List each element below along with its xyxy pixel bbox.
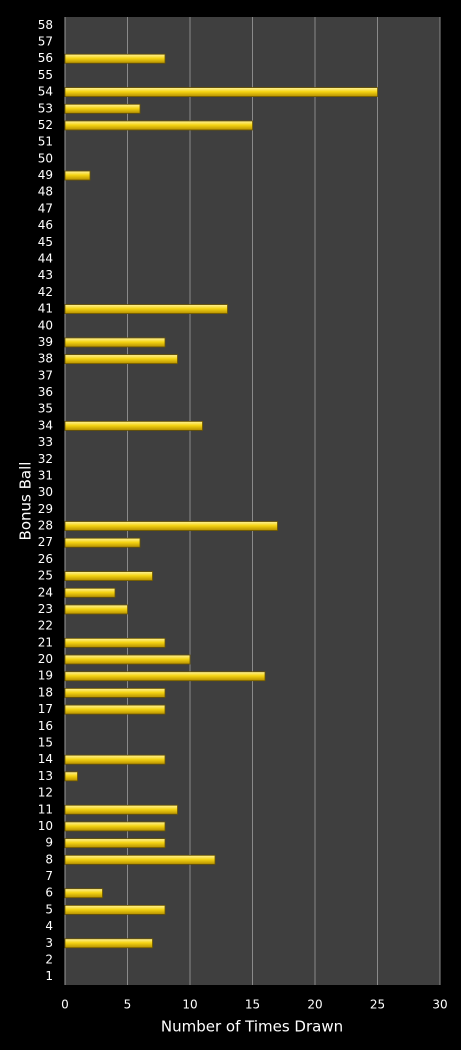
- y-tick-label: 45: [38, 235, 53, 249]
- y-tick-label: 19: [38, 669, 53, 683]
- y-tick-label: 24: [38, 585, 53, 599]
- bar: [64, 888, 103, 899]
- bar: [64, 420, 203, 431]
- y-tick-label: 47: [38, 201, 53, 215]
- bar: [64, 304, 228, 314]
- y-tick-label: 43: [38, 268, 53, 282]
- y-tick-label: 15: [38, 736, 53, 750]
- y-tick-label: 28: [38, 519, 53, 533]
- y-tick-label: 25: [38, 569, 53, 583]
- y-tick-label: 31: [38, 468, 53, 482]
- bar: [64, 771, 78, 782]
- y-tick-label: 9: [45, 836, 53, 850]
- bar: [64, 103, 141, 114]
- y-tick-label: 8: [45, 852, 53, 866]
- y-tick-label: 58: [38, 18, 53, 32]
- y-tick-label: 49: [38, 168, 53, 182]
- x-axis-title: Number of Times Drawn: [161, 1018, 343, 1036]
- y-tick-label: 57: [38, 35, 53, 49]
- y-tick-label: 27: [38, 535, 53, 549]
- y-tick-label: 5: [45, 902, 53, 916]
- bar: [64, 821, 166, 832]
- y-tick-label: 52: [38, 118, 53, 132]
- x-tick-label: 10: [182, 998, 197, 1012]
- y-tick-label: 14: [38, 752, 53, 766]
- y-tick-label: 44: [38, 252, 53, 266]
- x-tick-label: 30: [432, 998, 447, 1012]
- y-tick-label: 11: [38, 802, 53, 816]
- y-tick-label: 38: [38, 352, 53, 366]
- y-tick-label: 51: [38, 135, 53, 149]
- y-tick-label: 50: [38, 151, 53, 165]
- y-tick-label: 13: [38, 769, 53, 783]
- y-tick-label: 23: [38, 602, 53, 616]
- y-tick-label: 22: [38, 619, 53, 633]
- bar: [64, 87, 378, 98]
- y-tick-label: 34: [38, 418, 53, 432]
- bar: [64, 754, 166, 765]
- y-axis-title: Bonus Ball: [17, 462, 35, 541]
- bar: [64, 804, 178, 815]
- bar: [64, 587, 116, 598]
- y-tick-label: 53: [38, 101, 53, 115]
- y-tick-label: 3: [45, 936, 53, 950]
- bar: [64, 120, 253, 131]
- x-tick-label: 5: [124, 998, 132, 1012]
- y-tick-label: 20: [38, 652, 53, 666]
- y-tick-label: 32: [38, 452, 53, 466]
- bar: [64, 53, 166, 64]
- y-tick-label: 30: [38, 485, 53, 499]
- y-tick-label: 7: [45, 869, 53, 883]
- bar: [64, 938, 153, 949]
- y-tick-label: 6: [45, 886, 53, 900]
- bar: [64, 337, 166, 348]
- y-tick-label: 18: [38, 685, 53, 699]
- y-tick-label: 46: [38, 218, 53, 232]
- bar: [64, 604, 128, 615]
- bar: [64, 654, 191, 665]
- x-tick-label: 0: [61, 998, 69, 1012]
- y-tick-label: 56: [38, 51, 53, 65]
- y-tick-label: 4: [45, 919, 53, 933]
- bar: [64, 637, 166, 648]
- y-tick-label: 36: [38, 385, 53, 399]
- y-tick-label: 55: [38, 68, 53, 82]
- y-tick-label: 21: [38, 635, 53, 649]
- y-tick-label: 17: [38, 702, 53, 716]
- bar: [64, 838, 166, 849]
- bar: [64, 521, 278, 531]
- bar: [64, 671, 266, 682]
- bar: [64, 688, 166, 698]
- bar: [64, 354, 178, 365]
- y-tick-label: 39: [38, 335, 53, 349]
- y-tick-label: 16: [38, 719, 53, 733]
- y-tick-label: 41: [38, 302, 53, 316]
- y-tick-label: 1: [45, 969, 53, 983]
- x-tick-label: 25: [370, 998, 385, 1012]
- y-tick-label: 54: [38, 85, 53, 99]
- bar: [64, 170, 91, 181]
- x-tick-label: 20: [307, 998, 322, 1012]
- y-tick-label: 12: [38, 786, 53, 800]
- y-tick-label: 42: [38, 285, 53, 299]
- bar: [64, 704, 166, 715]
- y-tick-label: 2: [45, 952, 53, 966]
- bar: [64, 571, 153, 582]
- bar: [64, 854, 216, 865]
- y-tick-label: 35: [38, 402, 53, 416]
- y-tick-label: 33: [38, 435, 53, 449]
- y-tick-label: 37: [38, 368, 53, 382]
- y-tick-label: 40: [38, 318, 53, 332]
- x-tick-label: 15: [245, 998, 260, 1012]
- y-tick-label: 10: [38, 819, 53, 833]
- y-tick-label: 48: [38, 185, 53, 199]
- bar: [64, 904, 166, 915]
- y-tick-label: 29: [38, 502, 53, 516]
- y-tick-label: 26: [38, 552, 53, 566]
- bar: [64, 537, 141, 548]
